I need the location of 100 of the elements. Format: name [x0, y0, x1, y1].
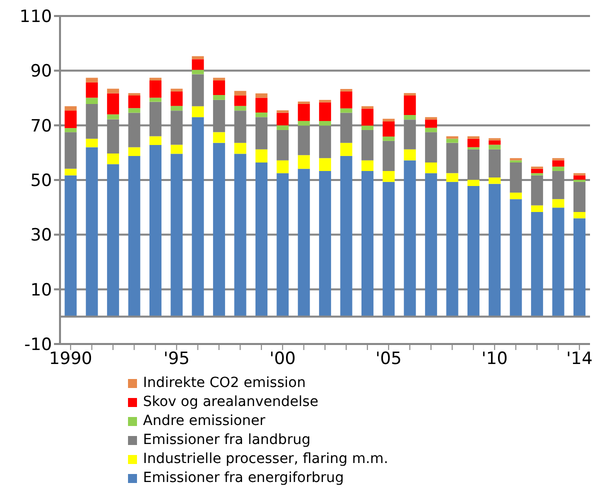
- bar: [404, 93, 416, 96]
- bar: [149, 98, 162, 102]
- bar: [149, 136, 162, 146]
- bar: [276, 112, 289, 126]
- bar: [531, 205, 544, 212]
- bar: [404, 160, 416, 317]
- bar: [404, 96, 416, 115]
- bar: [86, 98, 98, 104]
- bar: [170, 154, 183, 317]
- bar: [340, 91, 352, 108]
- bar: [86, 147, 98, 317]
- bar: [107, 93, 120, 114]
- bar: [467, 186, 480, 317]
- bar: [531, 168, 544, 174]
- legend-label: Skov og arealanvendelse: [143, 393, 318, 412]
- bar: [170, 144, 183, 154]
- bar: [276, 130, 289, 160]
- bar: [319, 170, 332, 317]
- bar: [404, 114, 416, 120]
- bar: [446, 138, 458, 143]
- bar: [552, 160, 564, 167]
- bar: [488, 149, 501, 178]
- bar: [298, 168, 310, 317]
- bar: [488, 184, 501, 317]
- bar: [213, 80, 226, 95]
- bar: [361, 170, 374, 317]
- bar: [425, 128, 438, 132]
- bar: [107, 153, 120, 164]
- bar: [552, 199, 564, 208]
- bar: [255, 112, 268, 118]
- bar: [213, 94, 226, 100]
- bar: [573, 218, 586, 317]
- bar: [425, 132, 438, 163]
- bar: [255, 149, 268, 163]
- x-tick-label: '95: [163, 349, 190, 370]
- bar: [234, 96, 246, 106]
- bar: [382, 170, 395, 182]
- bar: [319, 158, 332, 171]
- bar: [510, 160, 522, 163]
- bar: [361, 160, 374, 171]
- bar: [425, 120, 438, 128]
- bar: [276, 110, 289, 113]
- legend-label: Andre emissioner: [143, 412, 266, 431]
- bar: [361, 126, 374, 130]
- bar: [319, 120, 332, 126]
- x-tick-label: '05: [375, 349, 402, 370]
- bar: [192, 117, 204, 317]
- bar: [298, 120, 310, 126]
- bar: [107, 164, 120, 317]
- bar: [276, 160, 289, 174]
- y-tick-label: 110: [20, 7, 52, 28]
- bar: [382, 118, 395, 122]
- bar: [234, 106, 246, 111]
- bar: [531, 212, 544, 317]
- bar: [86, 138, 98, 148]
- y-tick-label: 90: [30, 62, 52, 82]
- bar: [488, 178, 501, 184]
- bar: [192, 59, 204, 70]
- bar: [128, 96, 140, 108]
- bar: [64, 175, 77, 317]
- y-tick-label: 10: [30, 280, 52, 300]
- bar: [170, 106, 183, 111]
- bar: [86, 78, 98, 82]
- bar: [319, 100, 332, 102]
- bar: [128, 93, 140, 96]
- bar: [382, 122, 395, 137]
- bar: [298, 102, 310, 104]
- y-tick-label: 50: [30, 171, 52, 192]
- bar: [510, 199, 522, 317]
- bar: [170, 88, 183, 92]
- legend-label: Indirekte CO2 emission: [143, 374, 306, 393]
- bar: [213, 142, 226, 317]
- bar: [255, 93, 268, 98]
- bar: [107, 114, 120, 120]
- bar: [64, 110, 77, 128]
- bar: [488, 144, 501, 150]
- bar: [361, 108, 374, 126]
- bar: [213, 132, 226, 143]
- bar: [213, 78, 226, 81]
- bar: [446, 182, 458, 317]
- bar: [255, 162, 268, 317]
- bar: [234, 90, 246, 96]
- bar: [340, 142, 352, 156]
- legend-label: Industrielle processer, flaring m.m.: [143, 450, 388, 469]
- bar: [382, 140, 395, 171]
- bar: [298, 104, 310, 121]
- y-tick-label: 70: [30, 116, 52, 136]
- bar: [425, 117, 438, 120]
- bar: [425, 162, 438, 174]
- bar: [192, 74, 204, 106]
- bar: [382, 182, 395, 317]
- bar: [276, 125, 289, 130]
- bar: [340, 156, 352, 317]
- bar: [425, 173, 438, 317]
- bar: [446, 142, 458, 174]
- x-tick-label: '00: [269, 349, 296, 370]
- bar: [64, 168, 77, 176]
- bar: [340, 108, 352, 113]
- bar: [149, 145, 162, 317]
- bar: [552, 166, 564, 171]
